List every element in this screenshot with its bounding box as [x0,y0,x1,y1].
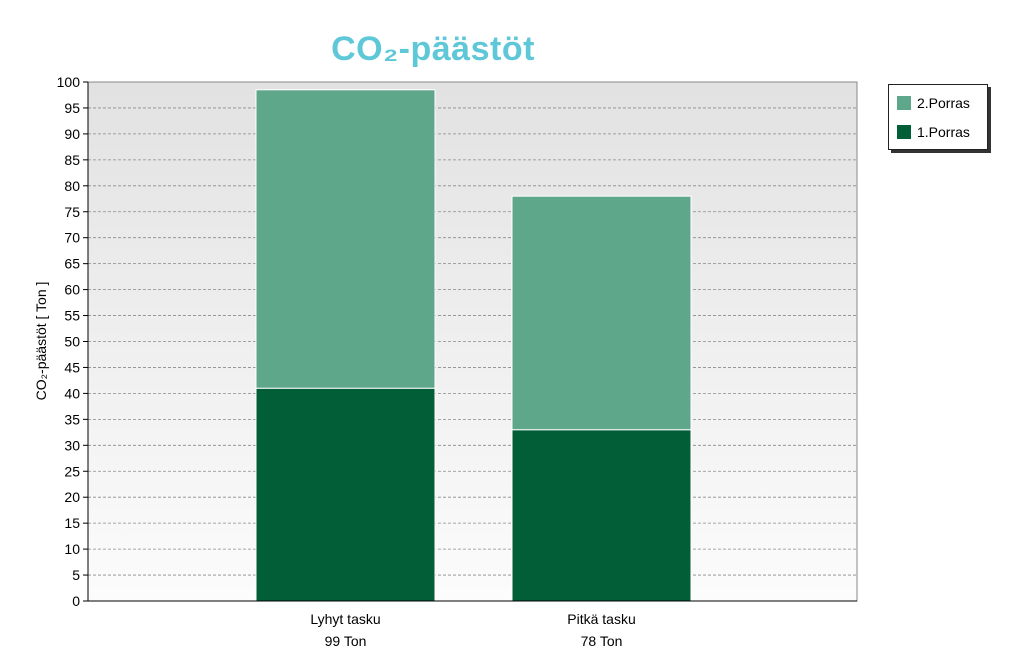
y-tick-label: 20 [64,489,80,505]
bars [255,89,692,602]
gridlines [88,107,857,576]
x-tick-label: Lyhyt tasku [310,611,380,627]
y-tick-label: 25 [64,463,80,479]
legend-item-2-porras: 2.Porras [897,94,970,112]
y-tick-label: 95 [64,100,80,116]
legend-item-1-porras: 1.Porras [897,123,970,141]
y-tick-label: 5 [72,567,80,583]
y-axis-label: CO₂-päästöt [ Ton ] [33,282,49,401]
legend-swatch [897,125,911,139]
y-tick-label: 75 [64,204,80,220]
x-tick-sublabel: 99 Ton [325,633,367,649]
bar-1-porras [255,387,436,602]
legend-label: 2.Porras [917,95,970,111]
chart-title: CO₂-päästöt [331,30,535,68]
y-tick-label: 100 [57,74,81,90]
x-tick-label: Pitkä tasku [567,611,635,627]
y-tick-label: 40 [64,385,80,401]
y-tick-label: 55 [64,308,80,324]
y-tick-label: 85 [64,152,80,168]
legend-swatch [897,96,911,110]
y-tick-labels: 0 5 10 15 20 25 30 35 40 45 50 55 60 65 70 75 80 85 90 95 10… [57,74,88,609]
y-tick-label: 0 [72,593,80,609]
y-tick-label: 65 [64,256,80,272]
bar-1-porras [511,429,692,602]
y-tick-label: 70 [64,230,80,246]
y-tick-label: 10 [64,541,80,557]
bar-2-porras [511,195,692,431]
bar-2-porras [255,89,436,389]
y-tick-label: 50 [64,334,80,350]
x-tick-labels: Lyhyt tasku 99 Ton Pitkä tasku 78 Ton [310,611,635,649]
y-tick-label: 90 [64,126,80,142]
y-tick-label: 30 [64,437,80,453]
y-tick-label: 15 [64,515,80,531]
legend-label: 1.Porras [917,124,970,140]
y-tick-label: 45 [64,359,80,375]
y-tick-label: 35 [64,411,80,427]
x-tick-sublabel: 78 Ton [581,633,623,649]
y-tick-label: 60 [64,282,80,298]
legend: 2.Porras 1.Porras [888,84,988,150]
y-tick-label: 80 [64,178,80,194]
